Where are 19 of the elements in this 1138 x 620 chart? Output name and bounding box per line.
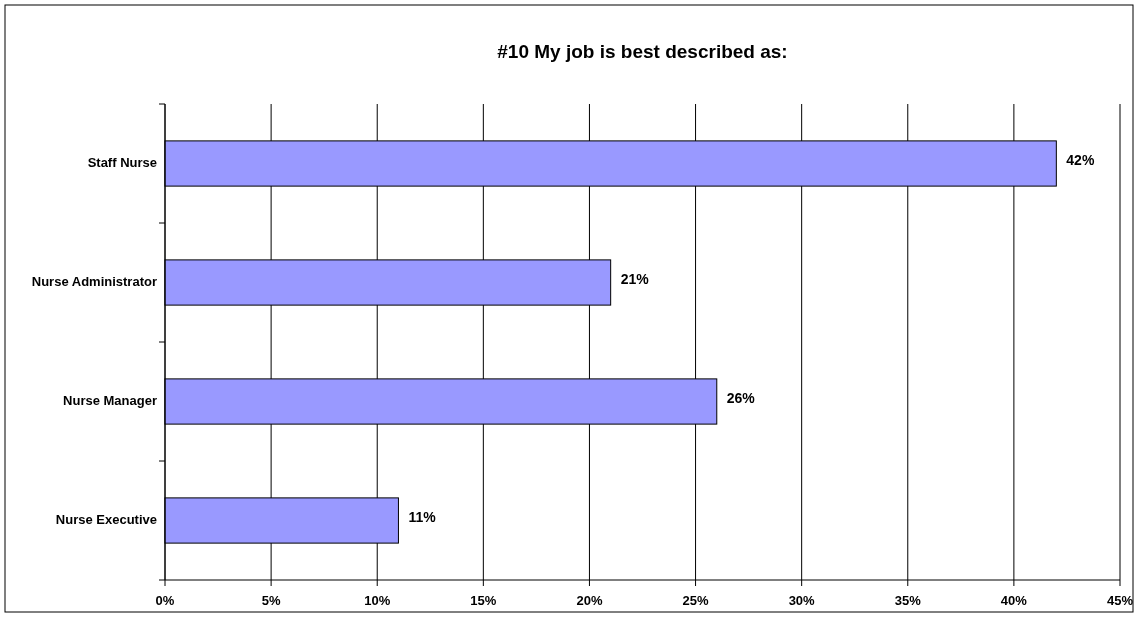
x-tick-label: 0% [155, 593, 175, 608]
data-label: 42% [1066, 152, 1095, 169]
x-tick-label: 30% [788, 593, 816, 608]
x-tick-label: 20% [576, 593, 603, 608]
x-tick-label: 15% [470, 593, 497, 608]
x-tick-label: 5% [261, 593, 281, 608]
data-label: 11% [408, 509, 437, 526]
data-label: 21% [620, 271, 650, 288]
data-label: 26% [726, 390, 756, 407]
y-tick-label: Nurse Executive [55, 511, 157, 527]
x-tick-label: 40% [1000, 593, 1028, 608]
x-tick-label: 25% [682, 593, 709, 608]
x-tick-label: 10% [364, 593, 391, 608]
x-tick-label: 35% [894, 593, 922, 608]
y-tick-label: Staff Nurse [87, 154, 157, 170]
chart-title: #10 My job is best described as: [497, 41, 788, 62]
y-tick-label: Nurse Manager [63, 392, 157, 408]
y-tick-label: Nurse Administrator [31, 273, 157, 289]
x-tick-label: 45% [1106, 593, 1134, 608]
